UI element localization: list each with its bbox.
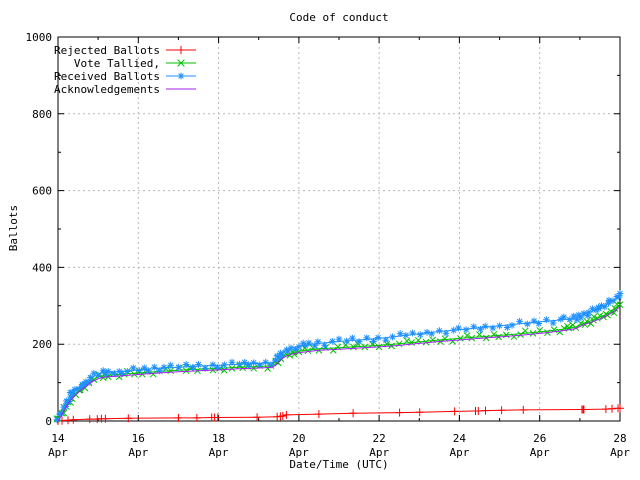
x-tick-label-month: Apr — [48, 446, 68, 459]
chart-title: Code of conduct — [289, 11, 389, 24]
axes — [57, 36, 621, 422]
x-tick-label-month: Apr — [449, 446, 469, 459]
y-tick-label: 400 — [32, 261, 52, 274]
grid — [58, 37, 620, 421]
y-tick-label: 600 — [32, 185, 52, 198]
legend-sample — [166, 46, 196, 54]
x-tick-label-month: Apr — [369, 446, 389, 459]
legend-label: Vote Tallied, — [74, 57, 160, 70]
series-acknowledgements — [57, 306, 621, 422]
x-tick-label-month: Apr — [128, 446, 148, 459]
legend-sample — [166, 72, 196, 80]
x-tick-label: 26 — [533, 432, 546, 445]
x-tick-label: 16 — [132, 432, 145, 445]
series-markers-received-ballots — [53, 290, 624, 424]
y-tick-label: 800 — [32, 108, 52, 121]
x-tick-label: 22 — [373, 432, 386, 445]
legend-sample — [166, 59, 196, 67]
x-tick-label-month: Apr — [530, 446, 550, 459]
tick-labels: 14Apr16Apr18Apr20Apr22Apr24Apr26Apr28Apr… — [26, 31, 631, 459]
series-line-acknowledgements — [57, 306, 621, 422]
legend-label: Acknowledgements — [54, 83, 160, 96]
x-tick-label: 24 — [453, 432, 467, 445]
x-tick-label-month: Apr — [289, 446, 309, 459]
legend-label: Rejected Ballots — [54, 44, 160, 57]
y-tick-label: 200 — [32, 338, 52, 351]
x-tick-label-month: Apr — [209, 446, 229, 459]
x-tick-label: 28 — [613, 432, 626, 445]
x-tick-label-month: Apr — [610, 446, 630, 459]
series-markers-rejected-ballots — [54, 404, 624, 425]
series-received-ballots — [53, 290, 624, 424]
series-rejected-ballots — [54, 404, 624, 425]
y-tick-label: 0 — [45, 415, 52, 428]
x-tick-label: 20 — [292, 432, 305, 445]
series-vote-tallied — [53, 300, 624, 423]
x-tick-label: 18 — [212, 432, 225, 445]
series-markers-vote-tallied — [53, 300, 624, 423]
series-line-received-ballots — [57, 293, 621, 421]
y-tick-label: 1000 — [26, 31, 53, 44]
x-tick-label: 14 — [51, 432, 65, 445]
x-axis-label: Date/Time (UTC) — [289, 458, 389, 471]
legend-label: Received Ballots — [54, 70, 160, 83]
